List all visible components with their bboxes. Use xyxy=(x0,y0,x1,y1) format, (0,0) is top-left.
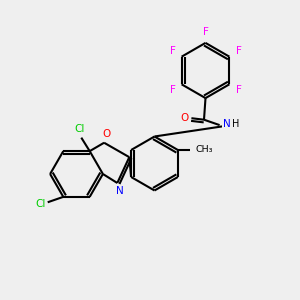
Text: O: O xyxy=(102,129,111,139)
Text: O: O xyxy=(181,113,189,123)
Text: F: F xyxy=(202,27,208,38)
Text: F: F xyxy=(236,46,242,56)
Text: CH₃: CH₃ xyxy=(196,146,213,154)
Text: N: N xyxy=(223,119,230,130)
Text: Cl: Cl xyxy=(35,199,45,209)
Text: N: N xyxy=(116,186,124,197)
Text: F: F xyxy=(169,85,175,94)
Text: H: H xyxy=(232,119,240,130)
Text: F: F xyxy=(169,46,175,56)
Text: F: F xyxy=(236,85,242,94)
Text: Cl: Cl xyxy=(75,124,85,134)
